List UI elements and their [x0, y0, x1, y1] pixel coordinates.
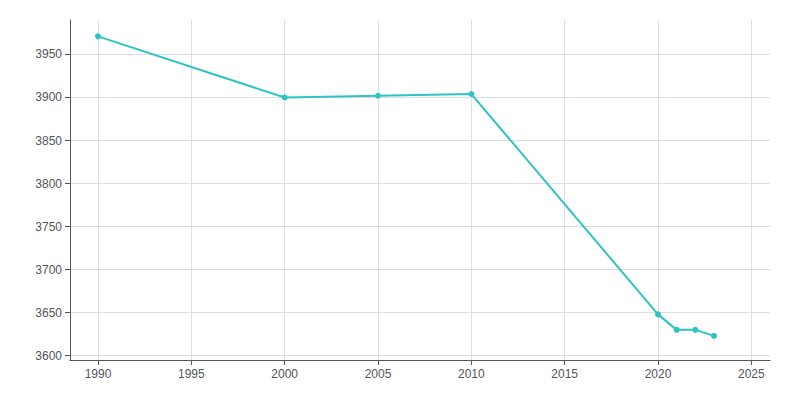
svg-text:3600: 3600 [35, 349, 62, 363]
svg-text:2025: 2025 [738, 367, 765, 381]
svg-text:2000: 2000 [271, 367, 298, 381]
svg-text:3650: 3650 [35, 306, 62, 320]
svg-text:2010: 2010 [458, 367, 485, 381]
svg-text:3850: 3850 [35, 134, 62, 148]
svg-text:3950: 3950 [35, 47, 62, 61]
svg-text:3900: 3900 [35, 90, 62, 104]
svg-text:1990: 1990 [85, 367, 112, 381]
svg-text:2015: 2015 [551, 367, 578, 381]
svg-text:3750: 3750 [35, 220, 62, 234]
svg-text:3800: 3800 [35, 177, 62, 191]
svg-text:1995: 1995 [178, 367, 205, 381]
svg-text:3700: 3700 [35, 263, 62, 277]
svg-text:2005: 2005 [365, 367, 392, 381]
svg-text:2020: 2020 [645, 367, 672, 381]
